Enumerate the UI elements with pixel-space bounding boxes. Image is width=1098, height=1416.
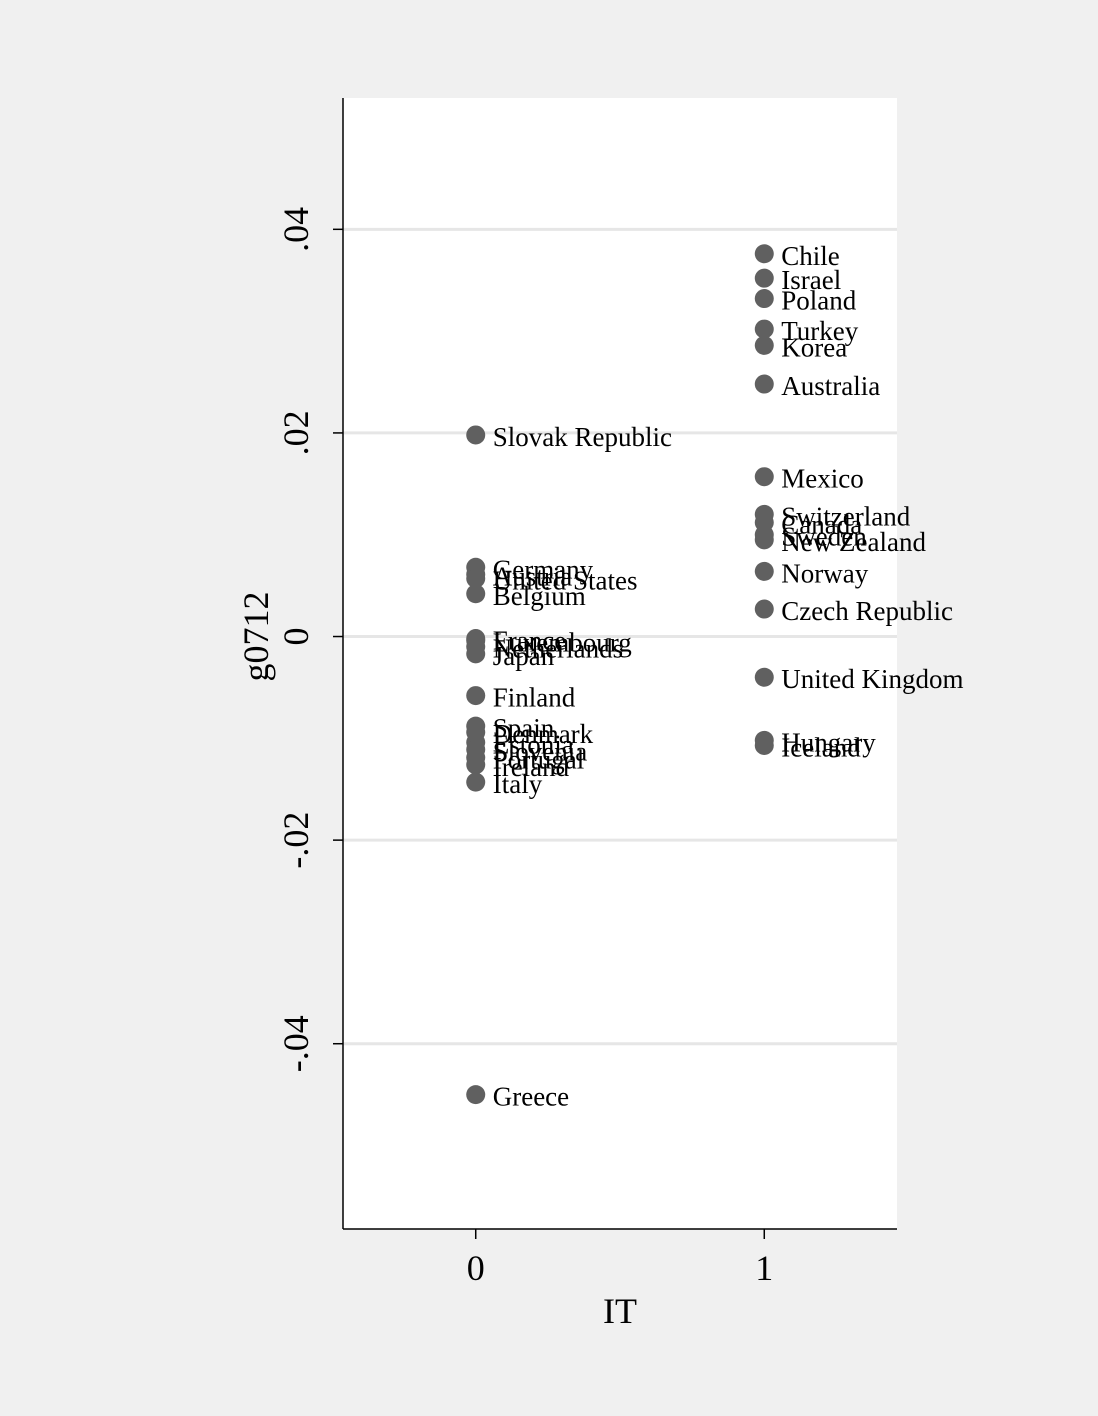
point-label: Greece (493, 1082, 569, 1112)
y-axis-title: g0712 (236, 592, 276, 682)
y-tick-label: -.02 (276, 812, 316, 869)
data-point (754, 667, 774, 687)
point-label: Spain (493, 713, 555, 743)
point-label: Mexico (781, 464, 863, 494)
point-label: Iceland (781, 732, 861, 762)
x-tick-label: 1 (755, 1248, 773, 1288)
point-label: Canada (781, 510, 862, 540)
point-label: Italy (493, 769, 543, 799)
point-label: Estonia (493, 729, 574, 759)
point-label: Turkey (781, 316, 859, 346)
data-point (466, 568, 486, 588)
y-tick-label: .04 (276, 207, 316, 252)
point-label: Netherlands (493, 634, 623, 664)
point-label: Finland (493, 683, 576, 713)
data-point (466, 644, 486, 664)
data-point (754, 561, 774, 581)
point-label: Austria (493, 561, 572, 591)
point-label: United Kingdom (781, 664, 963, 694)
data-point (754, 335, 774, 355)
point-label: Slovak Republic (493, 422, 672, 452)
point-label: Portugal (493, 745, 584, 775)
data-point (754, 374, 774, 394)
plot-area (343, 98, 897, 1229)
point-label: Japan (493, 641, 555, 671)
y-tick-label: 0 (276, 628, 316, 646)
point-label: Belgium (493, 581, 586, 611)
point-label: Israel (781, 265, 841, 295)
data-point (466, 1085, 486, 1105)
point-label: Denmark (493, 719, 594, 749)
point-label: Sweden (781, 522, 867, 552)
point-label: Australia (781, 371, 880, 401)
axes (342, 98, 897, 1230)
point-label: France (493, 626, 566, 656)
y-tick-label: -.04 (276, 1015, 316, 1072)
point-label: Slovenia (493, 737, 588, 767)
point-label: Germany (493, 554, 594, 584)
point-label: Luxembourg (493, 628, 632, 658)
point-label: New Zealand (781, 527, 926, 557)
data-point (754, 244, 774, 264)
point-label: Czech Republic (781, 596, 953, 626)
data-point (466, 772, 486, 792)
gridlines (343, 227, 897, 1046)
data-point (754, 467, 774, 487)
x-tick-label: 0 (467, 1248, 485, 1288)
data-point (754, 319, 774, 339)
data-point (466, 755, 486, 775)
data-point (466, 425, 486, 445)
point-label: Poland (781, 286, 857, 316)
point-label: Korea (781, 332, 847, 362)
data-point (754, 289, 774, 309)
point-label: Chile (781, 241, 840, 271)
data-point (754, 599, 774, 619)
y-tick-label: .02 (276, 410, 316, 455)
point-label: Hungary (781, 727, 876, 757)
data-points (466, 244, 774, 1105)
data-point (466, 584, 486, 604)
data-point (754, 735, 774, 755)
data-point (754, 268, 774, 288)
point-label: United States (493, 565, 638, 595)
point-label: Switzerland (781, 501, 910, 531)
x-axis-title: IT (603, 1291, 637, 1331)
point-label: Ireland (493, 752, 570, 782)
data-point (466, 686, 486, 706)
data-point (754, 530, 774, 550)
point-label: Norway (781, 558, 868, 588)
y-axis-ticks: -.04 -.02 0 .02 .04 (276, 207, 343, 1072)
